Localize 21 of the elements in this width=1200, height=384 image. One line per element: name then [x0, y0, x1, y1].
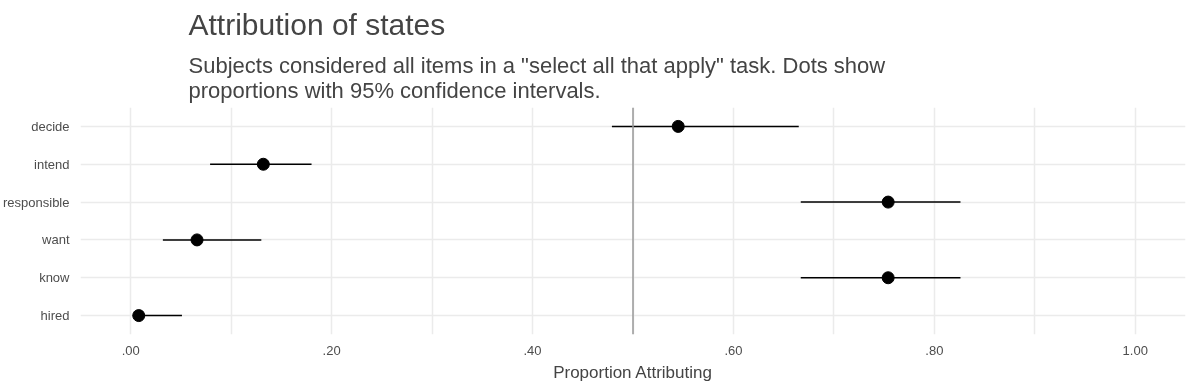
y-tick-label: responsible: [3, 194, 70, 210]
x-tick-label: 1.00: [1122, 342, 1148, 358]
x-tick-label: .40: [523, 342, 542, 358]
point: [190, 233, 204, 247]
chart-title: Attribution of states: [188, 7, 446, 41]
y-tick-label: want: [41, 232, 70, 248]
y-tick-label: decide: [31, 118, 70, 134]
y-tick-label: know: [39, 270, 71, 286]
y-tick-label: intend: [34, 156, 70, 172]
x-tick-label: .20: [322, 342, 341, 358]
x-tick-label: .60: [724, 342, 743, 358]
point: [132, 309, 146, 323]
point: [881, 195, 895, 209]
point: [256, 157, 270, 171]
point: [881, 271, 895, 285]
y-tick-label: hired: [40, 308, 70, 324]
x-tick-label: .00: [121, 342, 140, 358]
chart-subtitle: Subjects considered all items in a "select all that apply" task. Dots show proportions with 95% confidence intervals.: [188, 52, 886, 103]
x-axis-title: Proportion Attributing: [553, 362, 712, 382]
x-tick-label: .80: [925, 342, 944, 358]
point: [671, 119, 685, 133]
